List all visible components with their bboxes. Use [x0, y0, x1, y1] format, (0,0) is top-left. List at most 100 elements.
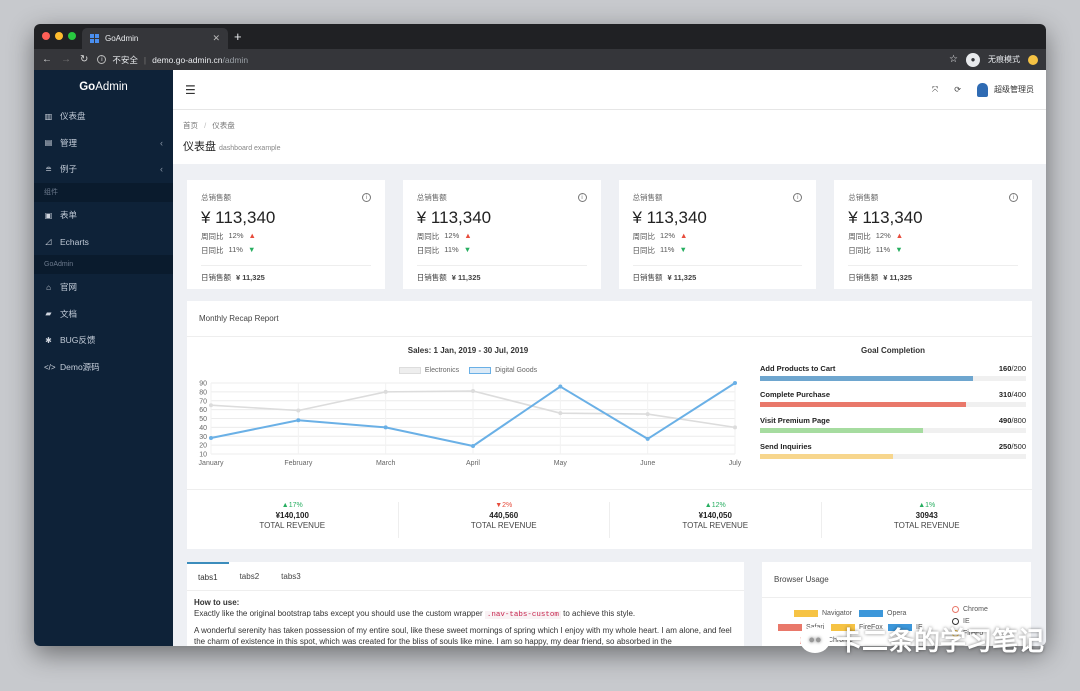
sidebar-item-examples[interactable]: ≘ 例子 ‹: [34, 156, 173, 183]
minimize-window-button[interactable]: [55, 32, 63, 40]
ring-legend-firefox[interactable]: FireFo: [952, 630, 983, 637]
legend-label: IE: [916, 624, 923, 631]
stat-dod-value: 11%: [228, 245, 243, 254]
ring-swatch: [952, 630, 959, 637]
tab-tabs2[interactable]: tabs2: [239, 572, 260, 581]
legend-navigator[interactable]: Navigator: [794, 610, 852, 617]
goal-progress-bar: [760, 376, 1026, 381]
caret-down-icon: ▼: [895, 245, 903, 254]
tab-close-icon[interactable]: ✕: [212, 33, 220, 43]
new-tab-button[interactable]: +: [234, 29, 242, 44]
info-icon[interactable]: i: [361, 193, 371, 202]
revenue-change: ▲12%: [704, 502, 726, 509]
legend-digital-goods[interactable]: Digital Goods: [469, 367, 537, 374]
ring-legend-ie[interactable]: IE: [952, 618, 970, 625]
goal-item: Add Products to Cart 160/200: [760, 364, 1026, 381]
revenue-label: TOTAL REVENUE: [893, 521, 960, 530]
reload-icon[interactable]: ↻: [80, 54, 89, 65]
wechat-icon: ●●: [799, 626, 830, 653]
tab-tabs1[interactable]: tabs1: [187, 562, 229, 591]
goal-progress-fill: [760, 454, 893, 459]
legend-firefox[interactable]: FireFox: [831, 624, 883, 631]
goal-progress-fill: [760, 428, 923, 433]
fullscreen-icon[interactable]: ⤧: [931, 84, 939, 94]
tab-content: How to use: Exactly like the original bo…: [187, 591, 744, 646]
stat-dod-label: 日同比: [416, 246, 440, 255]
stat-card: 总销售额 i ¥ 113,340 周同比 12% ▲ 日同比 11% ▼ 日销售额 ¥ 1…: [402, 180, 601, 289]
revenue-block: ▼2% 440,560 TOTAL REVENUE: [399, 502, 610, 538]
sidebar-item-label: 表单: [60, 210, 78, 221]
stat-dod-value: 11%: [660, 245, 675, 254]
menu-toggle-icon[interactable]: ☰: [185, 82, 196, 97]
stat-value: ¥ 113,340: [201, 208, 276, 227]
goal-label: Visit Premium Page: [760, 416, 830, 425]
page-header: 首页 / 仪表盘 仪表盘 dashboard example: [173, 110, 1046, 164]
caret-up-icon: ▲: [248, 231, 256, 240]
extension-icon[interactable]: [1028, 54, 1038, 65]
ring-legend-chrome[interactable]: Chrome: [952, 606, 988, 613]
username: 超级管理员: [994, 85, 1034, 94]
browser-tab[interactable]: GoAdmin ✕: [82, 28, 228, 49]
stat-wow-label: 周同比: [632, 232, 656, 241]
sidebar-item-source[interactable]: </> Demo源码: [34, 354, 173, 381]
sidebar-item-manage[interactable]: ▤ 管理 ‹: [34, 130, 173, 157]
x-tick-label: May: [554, 460, 568, 467]
y-tick-label: 50: [199, 416, 207, 423]
legend-label: FireFo: [963, 630, 984, 637]
legend-label: Digital Goods: [495, 367, 538, 374]
caret-down-icon: ▼: [247, 245, 256, 254]
info-icon[interactable]: i: [1009, 193, 1018, 202]
stat-value: ¥ 113,340: [848, 208, 923, 227]
legend-swatch: [398, 367, 421, 374]
caret-up-icon: ▲: [895, 231, 904, 240]
sidebar-item-label: 例子: [60, 164, 78, 175]
legend-swatch: [469, 367, 492, 374]
sidebar-item-website[interactable]: ⌂ 官网: [34, 274, 173, 301]
star-icon[interactable]: ☆: [949, 54, 958, 65]
y-tick-label: 80: [199, 389, 207, 396]
stat-value: ¥ 113,340: [416, 208, 492, 227]
info-icon[interactable]: i: [97, 55, 107, 64]
stat-label: 总销售额: [416, 193, 447, 202]
refresh-icon[interactable]: ⟳: [954, 85, 961, 94]
back-icon[interactable]: ←: [42, 54, 52, 65]
stat-dod: 日同比 11% ▼: [417, 245, 587, 256]
forward-icon[interactable]: →: [61, 54, 71, 65]
legend-opera[interactable]: Opera: [859, 610, 906, 617]
data-point: [733, 381, 737, 385]
y-tick-label: 70: [199, 398, 207, 405]
stat-label: 总销售额: [632, 193, 663, 202]
breadcrumb-home[interactable]: 首页: [183, 121, 198, 130]
sidebar-item-label: 管理: [60, 137, 78, 148]
stat-wow-label: 周同比: [201, 232, 224, 241]
goal-progress-fill: [760, 402, 967, 407]
url-field[interactable]: i 不安全 | demo.go-admin.cn/admin: [97, 54, 248, 66]
info-icon[interactable]: i: [577, 193, 587, 202]
sidebar-item-docs[interactable]: ▰ 文档: [34, 301, 173, 328]
info-icon[interactable]: i: [793, 193, 803, 202]
logo[interactable]: Go Admin: [34, 70, 173, 103]
maximize-window-button[interactable]: [68, 32, 76, 40]
sidebar-item-echarts[interactable]: ◿ Echarts: [34, 228, 173, 255]
data-point: [645, 412, 650, 417]
browser-tab-title: GoAdmin: [105, 34, 139, 43]
tab-heading: How to use:: [194, 598, 240, 607]
legend-ie[interactable]: IE: [888, 624, 923, 631]
close-window-button[interactable]: [42, 32, 50, 40]
goal-progress-bar: [760, 402, 1026, 407]
user-menu[interactable]: 超级管理员: [977, 82, 1034, 97]
revenue-change: ▼2%: [495, 502, 513, 509]
sidebar-item-bug[interactable]: ✱ BUG反馈: [34, 327, 173, 354]
caret-up-icon: ▲: [680, 231, 688, 240]
x-tick-label: March: [376, 460, 396, 467]
sidebar-item-form[interactable]: ▣ 表单: [34, 202, 173, 229]
sidebar-item-dashboard[interactable]: ▥ 仪表盘: [34, 103, 173, 130]
legend-electronics[interactable]: Electronics: [398, 367, 459, 374]
stat-wow: 周同比 12% ▲: [201, 231, 371, 242]
incognito-icon[interactable]: ●: [966, 52, 980, 67]
stat-dod-label: 日同比: [632, 246, 656, 255]
stat-wow: 周同比 12% ▲: [848, 231, 1018, 242]
breadcrumb: 首页 / 仪表盘: [183, 120, 1036, 131]
tab-tabs3[interactable]: tabs3: [281, 572, 301, 581]
